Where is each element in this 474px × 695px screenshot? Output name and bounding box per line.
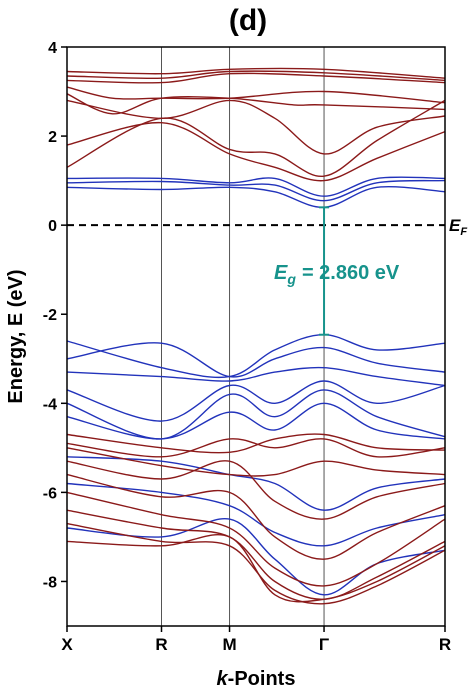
y-tick-label: -8 (43, 574, 57, 591)
y-tick-label: -2 (43, 307, 57, 324)
band-line-6 (66, 99, 446, 155)
x-tick-label: R (155, 635, 167, 654)
band-line-10 (66, 179, 446, 202)
band-line-29 (66, 533, 446, 603)
band-line-22 (66, 438, 446, 458)
y-tick-label: 2 (48, 129, 57, 146)
y-tick-label: 0 (48, 218, 57, 235)
x-tick-label: M (222, 635, 236, 654)
x-tick-label: X (61, 635, 73, 654)
band-gap-marker (319, 206, 330, 336)
band-line-25 (66, 473, 446, 560)
k-point-lines (161, 47, 325, 626)
band-line-4 (66, 86, 446, 104)
fermi-level-subscript: F (460, 226, 467, 238)
band-line-8 (66, 121, 446, 182)
x-tick-label: Γ (319, 635, 329, 654)
band-line-9 (66, 176, 446, 197)
band-line-17 (66, 402, 446, 440)
x-axis-label-k: k (217, 668, 229, 690)
band-line-2 (66, 70, 446, 82)
band-line-21 (66, 433, 446, 454)
x-tick-label: R (439, 635, 451, 654)
x-axis-label: k-Points (217, 668, 296, 690)
band-line-12 (66, 333, 446, 379)
band-gap-subscript: g (286, 271, 296, 287)
band-line-27 (66, 509, 446, 601)
band-line-16 (66, 389, 446, 440)
band-line-23 (66, 447, 446, 477)
band-line-14 (66, 366, 446, 387)
band-line-28 (66, 522, 446, 605)
band-line-7 (66, 99, 446, 177)
y-axis-label: Energy, E (eV) (5, 269, 27, 403)
y-tick-label: -6 (43, 485, 57, 502)
band-line-1 (66, 67, 446, 79)
x-axis-label-rest: -Points (228, 668, 296, 690)
y-axis-ticks: 4 2 0 -2 -4 -6 -8 (43, 40, 67, 591)
fermi-level-symbol: E (449, 216, 461, 235)
band-line-5 (66, 93, 446, 115)
band-curves (66, 67, 446, 605)
band-line-18 (66, 456, 446, 511)
fermi-level-label: EF (449, 216, 467, 238)
y-tick-label: 4 (48, 40, 57, 57)
band-line-11 (66, 186, 446, 209)
band-line-19 (66, 482, 446, 547)
band-gap-label: Eg = 2.860 eV (274, 262, 400, 287)
band-line-3 (66, 72, 446, 84)
band-gap-symbol: E (274, 262, 288, 284)
band-line-26 (66, 491, 446, 587)
y-tick-label: -4 (43, 396, 57, 413)
band-gap-value: = 2.860 eV (302, 262, 400, 284)
panel-label: (d) (229, 4, 267, 37)
band-line-15 (66, 380, 446, 422)
band-line-24 (66, 460, 446, 520)
band-line-13 (66, 342, 446, 378)
plot-frame (66, 46, 446, 627)
